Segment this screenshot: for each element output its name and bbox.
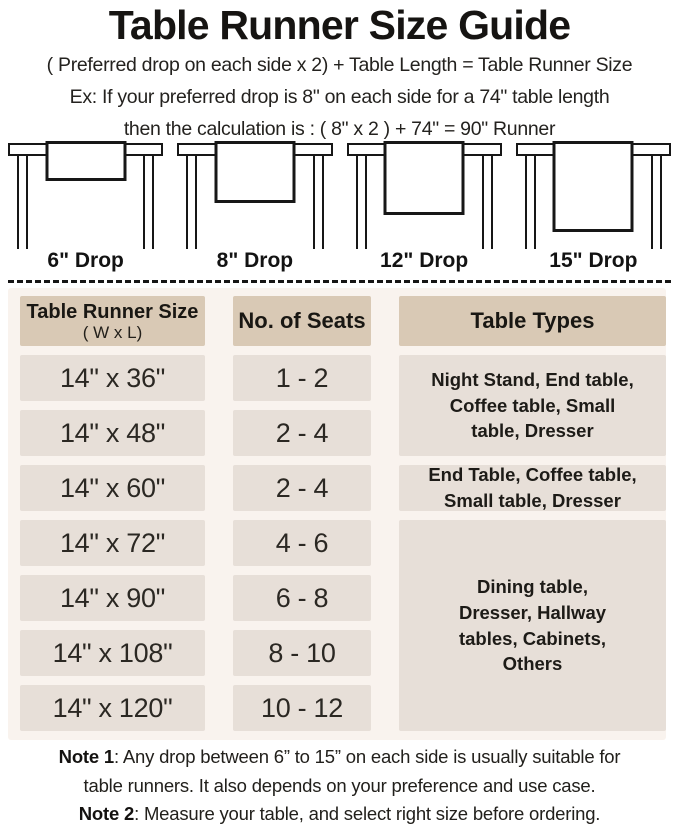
example-line-2: then the calculation is : ( 8" x 2 ) + 7…	[123, 118, 556, 140]
header-runner-size-title: Table Runner Size	[26, 300, 199, 323]
size-cell: 14" x 48"	[20, 410, 205, 456]
table-leg-icon	[651, 154, 662, 249]
size-cell: 14" x 72"	[20, 520, 205, 566]
size-cell: 14" x 108"	[20, 630, 205, 676]
page-title: Table Runner Size Guide	[108, 2, 571, 48]
seats-cell: 4 - 6	[233, 520, 371, 566]
table-leg-icon	[186, 154, 198, 249]
table-types-cell-large: Dining table, Dresser, Hallway tables, C…	[399, 520, 666, 731]
size-table-grid: Table Runner Size ( W x L) No. of Seats …	[8, 288, 666, 731]
table-figure-12-drop	[346, 139, 502, 249]
runner-drape-icon	[45, 141, 127, 181]
size-cell: 14" x 60"	[20, 465, 205, 511]
runner-drape-icon	[552, 141, 634, 232]
drop-illustrations	[8, 139, 671, 249]
runner-drape-icon	[214, 141, 296, 203]
seats-cell: 2 - 4	[233, 465, 371, 511]
example-line-1: Ex: If your preferred drop is 8" on each…	[69, 86, 610, 108]
seats-cell: 1 - 2	[233, 355, 371, 401]
seats-cell: 6 - 8	[233, 575, 371, 621]
table-leg-icon	[481, 154, 493, 249]
header-table-types: Table Types	[399, 296, 666, 346]
table-leg-icon	[524, 154, 536, 249]
header-seats: No. of Seats	[233, 296, 371, 346]
table-types-cell-small: Night Stand, End table, Coffee table, Sm…	[399, 355, 666, 456]
drop-labels-row: 6" Drop 8" Drop 12" Drop 15" Drop	[8, 249, 671, 276]
runner-drape-icon	[383, 141, 465, 215]
size-cell: 14" x 90"	[20, 575, 205, 621]
table-leg-icon	[355, 154, 367, 249]
dashed-divider	[8, 280, 671, 283]
drop-label-12: 12" Drop	[380, 249, 469, 272]
note-2: Note 2: Measure your table, and select r…	[78, 803, 601, 824]
note-1: Note 1: Any drop between 6” to 15” on ea…	[58, 746, 621, 796]
notes-block: Note 1: Any drop between 6” to 15” on ea…	[0, 743, 679, 829]
seats-cell: 8 - 10	[233, 630, 371, 676]
formula-text: ( Preferred drop on each side x 2) + Tab…	[46, 54, 633, 76]
drop-label-8: 8" Drop	[216, 249, 294, 272]
table-leg-icon	[143, 154, 155, 249]
size-cell: 14" x 36"	[20, 355, 205, 401]
seats-cell: 10 - 12	[233, 685, 371, 731]
size-table-section: Table Runner Size ( W x L) No. of Seats …	[8, 288, 666, 740]
table-figure-6-drop	[8, 139, 164, 249]
drop-label-15: 15" Drop	[549, 249, 638, 272]
size-cell: 14" x 120"	[20, 685, 205, 731]
table-figure-8-drop	[177, 139, 333, 249]
header-runner-size: Table Runner Size ( W x L)	[20, 296, 205, 346]
table-leg-icon	[312, 154, 324, 249]
table-leg-icon	[17, 154, 28, 249]
drop-label-6: 6" Drop	[47, 249, 124, 272]
table-types-cell-medium: End Table, Coffee table, Small table, Dr…	[399, 464, 666, 511]
header-runner-size-sub: ( W x L)	[82, 322, 143, 342]
table-figure-15-drop	[515, 139, 671, 249]
seats-cell: 2 - 4	[233, 410, 371, 456]
